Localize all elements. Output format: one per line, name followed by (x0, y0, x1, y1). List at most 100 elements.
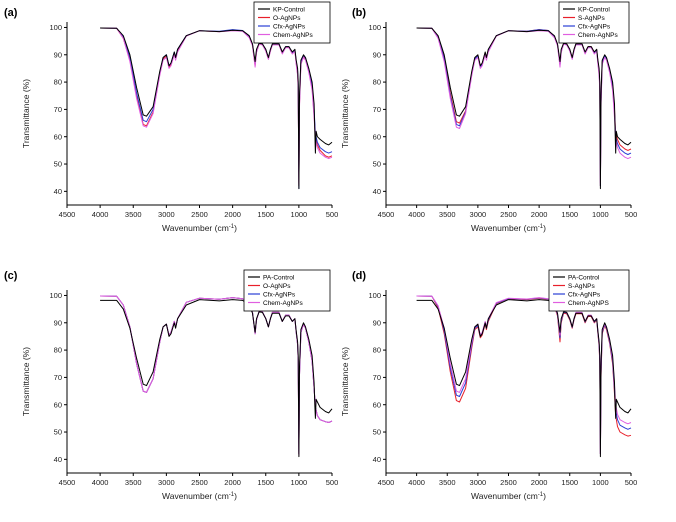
legend-label: S-AgNPs (568, 283, 595, 290)
x-tick-label: 3000 (470, 478, 487, 487)
series-line-1 (416, 299, 632, 458)
legend-box (253, 1, 331, 44)
legend-label: PA-Control (263, 274, 295, 281)
legend-label: Chem-AgNPS (568, 300, 609, 307)
x-tick-label: 4000 (408, 478, 425, 487)
x-tick-label: 2500 (500, 210, 517, 219)
y-axis-title: Transmittance (%) (21, 79, 31, 148)
y-tick-label: 90 (373, 318, 381, 327)
legend-label: Chem-AgNPs (273, 32, 313, 39)
x-tick-label: 500 (326, 478, 339, 487)
y-tick-label: 50 (373, 428, 381, 437)
series-line-1 (416, 27, 632, 190)
x-tick-label: 2000 (531, 210, 548, 219)
y-axis-title: Transmittance (%) (21, 347, 31, 416)
panel-label: (d) (352, 270, 366, 282)
legend-label: PA-Control (568, 274, 600, 281)
y-axis-title: Transmittance (%) (340, 79, 350, 148)
series-line-3 (416, 295, 632, 455)
y-tick-label: 40 (54, 187, 62, 196)
x-axis-title-close: ) (234, 223, 237, 233)
x-tick-label: 500 (625, 210, 638, 219)
x-axis-title: Wavenumber (cm-1) (162, 491, 237, 501)
y-tick-label: 70 (54, 373, 62, 382)
x-axis-title: Wavenumber (cm-1) (471, 223, 546, 233)
x-tick-label: 1500 (257, 478, 274, 487)
panel-label: (a) (4, 7, 18, 19)
y-tick-label: 40 (373, 455, 381, 464)
series-line-1 (100, 299, 333, 458)
series-line-2 (100, 295, 333, 455)
x-tick-label: 3000 (470, 210, 487, 219)
x-tick-label: 4000 (408, 210, 425, 219)
x-axis-title-sup: -1 (229, 224, 235, 230)
x-tick-label: 1000 (291, 478, 308, 487)
y-tick-label: 90 (54, 318, 62, 327)
y-tick-label: 60 (373, 132, 381, 141)
y-tick-label: 90 (54, 50, 62, 59)
y-tick-label: 60 (54, 132, 62, 141)
x-axis-title: Wavenumber (cm-1) (471, 491, 546, 501)
x-tick-label: 1000 (592, 210, 609, 219)
chart-panel-3: (c) 40 50 60 70 80 90 100 4500 4000 3500 3000 2500 20… (4, 269, 339, 501)
series-line-4 (416, 27, 632, 184)
x-tick-label: 3000 (158, 210, 175, 219)
legend-label: Cfx-AgNPs (578, 23, 611, 30)
series-line-3 (100, 295, 333, 455)
x-axis-title-sup: -1 (538, 492, 544, 498)
legend-label: S-AgNPs (578, 15, 605, 22)
x-tick-label: 500 (326, 210, 339, 219)
y-tick-label: 60 (373, 400, 381, 409)
x-tick-label: 500 (625, 478, 638, 487)
y-tick-label: 100 (49, 23, 62, 32)
x-tick-label: 4500 (378, 210, 395, 219)
x-tick-label: 4500 (59, 210, 76, 219)
y-tick-label: 80 (373, 78, 381, 87)
x-tick-label: 2000 (531, 478, 548, 487)
y-tick-label: 80 (373, 346, 381, 355)
legend-label: Cfx-AgNPs (273, 23, 306, 30)
x-tick-label: 3500 (125, 478, 142, 487)
legend-label: O-AgNPs (263, 283, 291, 290)
legend-label: Cfx-AgNPs (568, 291, 601, 298)
x-axis-title-main: Wavenumber (cm (471, 491, 538, 501)
panel-label: (b) (352, 7, 366, 19)
x-axis-title-close: ) (543, 223, 546, 233)
series-line-3 (100, 27, 333, 190)
series-line-4 (416, 295, 632, 455)
x-axis-title: Wavenumber (cm-1) (162, 223, 237, 233)
legend-label: Chem-AgNPs (578, 32, 618, 39)
y-tick-label: 40 (373, 187, 381, 196)
x-tick-label: 4000 (92, 210, 109, 219)
x-axis-title-sup: -1 (538, 224, 544, 230)
panel-label: (c) (4, 270, 18, 282)
y-tick-label: 90 (373, 50, 381, 59)
y-axis-title: Transmittance (%) (340, 347, 350, 416)
y-tick-label: 80 (54, 78, 62, 87)
x-tick-label: 2500 (191, 210, 208, 219)
x-tick-label: 1000 (291, 210, 308, 219)
x-tick-label: 4500 (378, 478, 395, 487)
y-tick-label: 70 (373, 373, 381, 382)
legend-label: Cfx-AgNPs (263, 291, 296, 298)
y-tick-label: 70 (373, 105, 381, 114)
chart-panel-1: (a) 40 50 60 70 80 90 100 4500 4000 3500 3000 2500 20… (4, 1, 339, 233)
x-tick-label: 3500 (125, 210, 142, 219)
x-tick-label: 1500 (257, 210, 274, 219)
series-line-4 (100, 295, 333, 456)
x-tick-label: 2000 (224, 210, 241, 219)
legend-label: O-AgNPs (273, 15, 301, 22)
x-tick-label: 2500 (191, 478, 208, 487)
series-line-2 (100, 27, 333, 187)
y-tick-label: 100 (368, 23, 381, 32)
x-tick-label: 1500 (561, 478, 578, 487)
x-tick-label: 3500 (439, 210, 456, 219)
series-line-2 (416, 295, 632, 455)
x-axis-title-close: ) (543, 491, 546, 501)
x-tick-label: 3500 (439, 478, 456, 487)
x-axis-title-main: Wavenumber (cm (471, 223, 538, 233)
